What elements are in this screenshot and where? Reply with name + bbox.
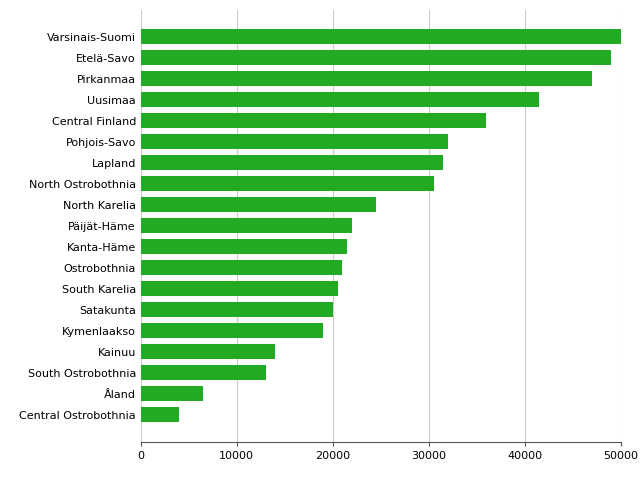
Bar [141,176,434,191]
Bar [141,407,179,422]
Bar [141,218,352,233]
Bar [141,113,486,128]
Bar [141,323,323,338]
Bar [141,260,342,275]
Bar [141,386,204,401]
Bar [141,92,540,107]
Bar [141,365,266,380]
Bar [141,155,443,170]
Bar [141,239,347,254]
Bar [141,134,448,149]
Bar [141,197,376,212]
Bar [141,302,333,317]
Bar [141,344,275,359]
Bar [141,281,338,296]
Bar [141,50,611,65]
Bar [141,71,592,86]
Bar [141,29,621,44]
